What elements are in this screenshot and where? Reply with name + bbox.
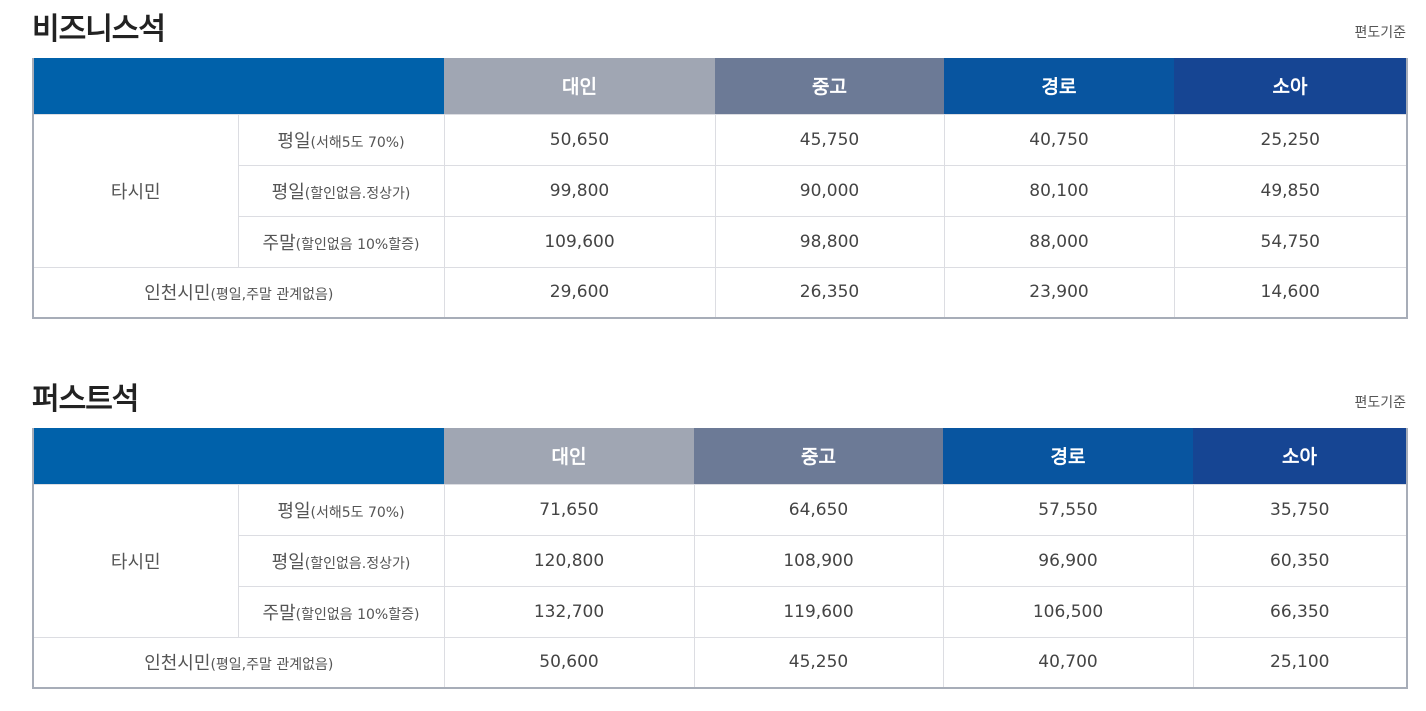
fare-cell: 88,000 [943,215,1175,268]
fare-cell: 45,250 [693,636,944,689]
row-label-sub: (평일,주말 관계없음) [210,657,334,674]
header-adult: 대인 [444,58,715,114]
incheon-row-label: 인천시민(평일,주말 관계없음) [32,266,445,319]
group-label: 타시민 [32,483,239,638]
row-label-sub: (서해5도 70%) [310,504,405,521]
fare-cell: 132,700 [443,585,695,638]
table-row: 타시민 평일(서해5도 70%) 50,650 45,750 40,750 25… [32,113,1408,268]
header-student: 중고 [694,428,943,484]
section-title: 퍼스트석 [32,382,139,417]
row-label-main: 평일 [277,130,311,152]
table-row: 인천시민(평일,주말 관계없음) 50,600 45,250 40,700 25… [32,636,1408,689]
row-label-sub: (할인없음.정상가) [304,555,411,572]
fare-cell: 57,550 [942,483,1194,536]
row-label: 주말(할인없음 10%할증) [237,215,445,268]
fare-cell: 23,900 [943,266,1175,319]
section-note: 편도기준 [1354,25,1406,41]
first-class-section: 퍼스트석 편도기준 대인 중고 경로 소아 타시민 평일(서해5도 70%) 7… [32,370,1408,689]
group-label: 타시민 [32,113,239,268]
row-label-main: 인천시민 [144,653,211,675]
header-child: 소아 [1174,58,1407,114]
fare-cell: 14,600 [1173,266,1408,319]
fare-cell: 54,750 [1173,215,1408,268]
fare-cell: 26,350 [714,266,945,319]
fare-table: 대인 중고 경로 소아 타시민 평일(서해5도 70%) 50,650 45,7… [32,58,1408,319]
row-label-main: 평일 [271,551,305,573]
fare-cell: 40,750 [943,113,1175,166]
section-header: 퍼스트석 편도기준 [32,370,1406,428]
row-label: 평일(할인없음.정상가) [237,534,445,587]
section-header: 비즈니스석 편도기준 [32,0,1406,58]
header-senior: 경로 [943,428,1193,484]
fare-cell: 64,650 [693,483,944,536]
fare-cell: 99,800 [443,164,716,217]
fare-cell: 96,900 [942,534,1194,587]
fare-cell: 60,350 [1192,534,1408,587]
header-child: 소아 [1193,428,1407,484]
row-label-main: 주말 [262,232,296,254]
fare-cell: 108,900 [693,534,944,587]
row-label-sub: (할인없음.정상가) [304,185,411,202]
row-label-main: 주말 [262,602,296,624]
fare-cell: 120,800 [443,534,695,587]
fare-table: 대인 중고 경로 소아 타시민 평일(서해5도 70%) 71,650 64,6… [32,428,1408,689]
fare-cell: 98,800 [714,215,945,268]
row-label-main: 인천시민 [144,283,211,305]
row-label-sub: (할인없음 10%할증) [295,236,420,253]
fare-cell: 106,500 [942,585,1194,638]
row-label-sub: (평일,주말 관계없음) [210,287,334,304]
row-label-sub: (서해5도 70%) [310,134,405,151]
fare-cell: 35,750 [1192,483,1408,536]
row-label-sub: (할인없음 10%할증) [295,606,420,623]
table-row: 평일(할인없음.정상가) 120,800 108,900 96,900 60,3… [33,534,1408,587]
table-header-row: 대인 중고 경로 소아 [33,428,1407,484]
fare-cell: 45,750 [714,113,945,166]
fare-cell: 50,650 [443,113,716,166]
fare-cell: 119,600 [693,585,944,638]
fare-cell: 25,250 [1173,113,1408,166]
fare-cell: 40,700 [942,636,1194,689]
table-row: 인천시민(평일,주말 관계없음) 29,600 26,350 23,900 14… [32,266,1408,319]
fare-cell: 80,100 [943,164,1175,217]
fare-cell: 29,600 [443,266,716,319]
table-header-row: 대인 중고 경로 소아 [33,58,1407,114]
fare-cell: 50,600 [443,636,695,689]
table-row: 평일(할인없음.정상가) 99,800 90,000 80,100 49,850 [33,164,1408,217]
fare-cell: 25,100 [1192,636,1408,689]
table-row: 타시민 평일(서해5도 70%) 71,650 64,650 57,550 35… [32,483,1408,638]
fare-cell: 49,850 [1173,164,1408,217]
row-label-main: 평일 [271,181,305,203]
row-label: 평일(서해5도 70%) [237,483,445,536]
header-senior: 경로 [944,58,1174,114]
header-blank [33,428,444,484]
table-row: 주말(할인없음 10%할증) 109,600 98,800 88,000 54,… [33,215,1408,268]
row-label: 평일(할인없음.정상가) [237,164,445,217]
section-note: 편도기준 [1354,395,1406,411]
row-label: 평일(서해5도 70%) [237,113,445,166]
fare-cell: 66,350 [1192,585,1408,638]
section-title: 비즈니스석 [32,12,166,47]
row-label-main: 평일 [277,500,311,522]
incheon-row-label: 인천시민(평일,주말 관계없음) [32,636,445,689]
header-adult: 대인 [444,428,694,484]
fare-cell: 109,600 [443,215,716,268]
header-student: 중고 [715,58,944,114]
fare-cell: 90,000 [714,164,945,217]
row-label: 주말(할인없음 10%할증) [237,585,445,638]
header-blank [33,58,444,114]
business-class-section: 비즈니스석 편도기준 대인 중고 경로 소아 타시민 평일(서해5도 70%) … [32,0,1408,319]
table-row: 주말(할인없음 10%할증) 132,700 119,600 106,500 6… [33,585,1408,638]
fare-cell: 71,650 [443,483,695,536]
